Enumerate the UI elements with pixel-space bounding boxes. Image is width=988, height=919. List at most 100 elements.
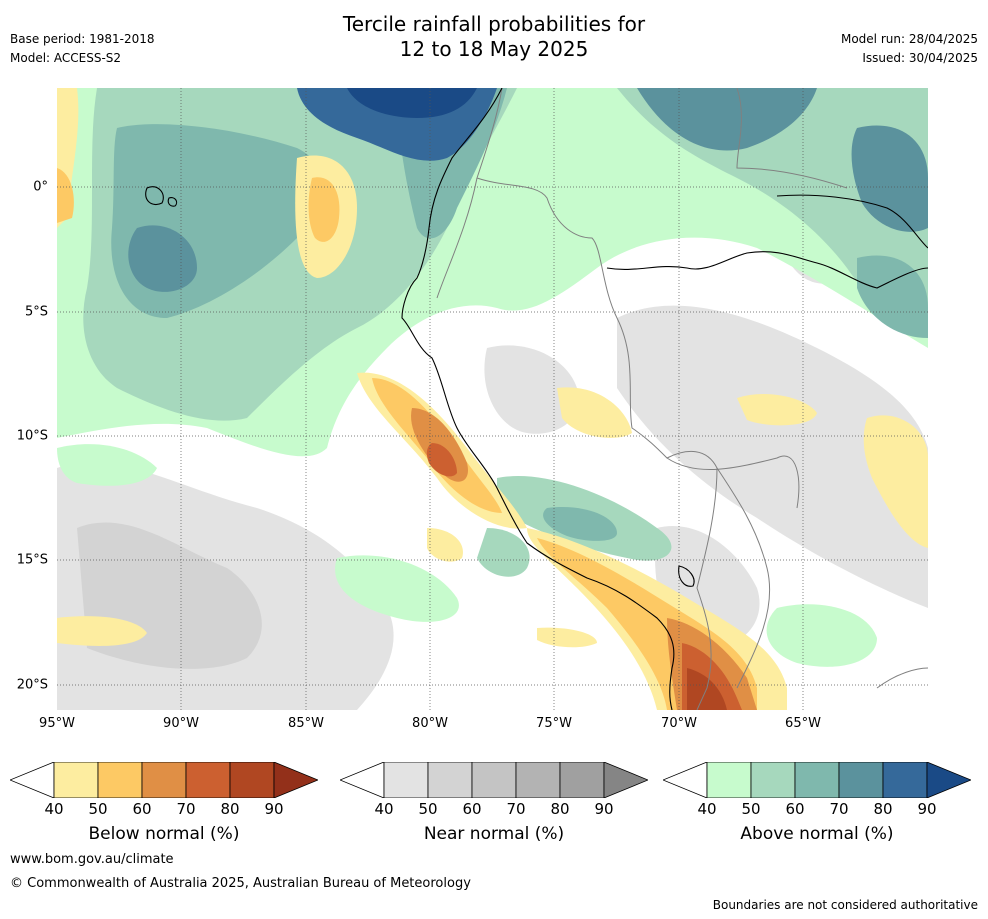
below-normal-region	[308, 177, 340, 242]
colorbar-segment	[559, 762, 605, 798]
colorbar-tick-label: 70	[506, 800, 526, 818]
model-run: Model run: 28/04/2025	[840, 32, 978, 46]
below-normal-region	[863, 415, 928, 548]
title-line-2: 12 to 18 May 2025	[399, 37, 589, 61]
colorbar-segment	[427, 762, 473, 798]
galapagos-island	[167, 197, 178, 207]
map-title: Tercile rainfall probabilities for 12 to…	[0, 12, 988, 62]
colorbar-tick-label: 50	[88, 800, 108, 818]
colorbar-segment	[838, 762, 884, 798]
below-normal-region	[57, 168, 74, 223]
colorbar-tick-label: 80	[550, 800, 570, 818]
colorbar-segment	[97, 762, 143, 798]
colorbar-tick-label: 80	[220, 800, 240, 818]
colorbar-segment	[706, 762, 752, 798]
colorbar-tick-label: 90	[264, 800, 284, 818]
boundary-line	[666, 455, 800, 509]
footer-url: www.bom.gov.au/climate	[10, 852, 174, 867]
boundary-line	[476, 88, 718, 710]
colorbar-tick-label: 90	[917, 800, 937, 818]
above-normal-region	[543, 507, 617, 541]
colorbar-segment	[515, 762, 561, 798]
below-normal-region	[57, 616, 147, 646]
colorbar-segment	[471, 762, 517, 798]
lat-tick-label: 15°S	[16, 552, 48, 568]
title-line-1: Tercile rainfall probabilities for	[342, 12, 646, 36]
lat-tick-label: 5°S	[24, 304, 48, 320]
lon-tick-label: 75°W	[536, 716, 572, 731]
coastline-amazon	[606, 251, 928, 289]
colorbar-tick-label: 50	[741, 800, 761, 818]
colorbar-tick-label: 90	[594, 800, 614, 818]
colorbar-tick-label: 40	[697, 800, 717, 818]
colorbar-segment	[229, 762, 275, 798]
above-normal-region	[128, 225, 197, 292]
colorbar-high-extension	[926, 762, 971, 798]
boundary-line	[436, 177, 478, 299]
above-normal-region	[347, 88, 477, 118]
colorbar-segment	[750, 762, 796, 798]
colorbar-tick-label: 60	[785, 800, 805, 818]
lon-tick-label: 80°W	[412, 716, 448, 731]
colorbar-segment	[53, 762, 99, 798]
above-normal-region	[766, 604, 877, 667]
near-normal-region	[484, 345, 579, 434]
issued-date: Issued: 30/04/2025	[862, 51, 978, 65]
galapagos-island	[145, 186, 164, 206]
below-normal-region	[537, 627, 597, 648]
lake-titicaca	[678, 565, 695, 587]
below-normal-areas	[57, 88, 928, 710]
lon-tick-label: 90°W	[163, 716, 199, 731]
base-period: Base period: 1981-2018	[10, 32, 155, 46]
above-normal-region	[477, 528, 530, 577]
colorbar-high-extension	[603, 762, 648, 798]
colorbar-tick-label: 70	[176, 800, 196, 818]
colorbar-title: Near normal (%)	[423, 824, 565, 844]
footer-disclaimer: Boundaries are not considered authoritat…	[712, 898, 978, 912]
colorbar-tick-label: 70	[829, 800, 849, 818]
colorbar-low-extension	[340, 762, 385, 798]
lon-tick-label: 65°W	[785, 716, 821, 731]
boundary-line	[736, 88, 848, 189]
below-normal-region	[737, 393, 817, 426]
above-normal-region	[617, 88, 928, 328]
country-boundaries	[436, 88, 928, 710]
gridlines	[57, 88, 928, 710]
colorbar	[10, 762, 318, 798]
lat-tick-label: 10°S	[16, 428, 48, 444]
model-name: Model: ACCESS-S2	[10, 51, 122, 65]
boundary-line	[716, 467, 771, 689]
colorbar-low-extension	[10, 762, 55, 798]
lat-tick-label: 0°	[33, 179, 48, 195]
colorbar-tick-label: 80	[873, 800, 893, 818]
colorbar	[663, 762, 971, 798]
above-normal-region	[57, 444, 157, 486]
colorbar-segment	[882, 762, 928, 798]
rainfall-map	[57, 88, 928, 710]
below-normal-region	[557, 387, 632, 438]
colorbar-high-extension	[273, 762, 318, 798]
lon-tick-label: 95°W	[39, 716, 75, 731]
above-normal-region	[857, 255, 928, 338]
lon-tick-label: 85°W	[288, 716, 324, 731]
colorbar-tick-label: 40	[44, 800, 64, 818]
above-normal-region	[637, 88, 817, 151]
colorbar-segment	[141, 762, 187, 798]
colorbar-title: Above normal (%)	[740, 824, 894, 844]
coastlines	[145, 88, 928, 710]
colorbar-segment	[185, 762, 231, 798]
lon-tick-label: 70°W	[661, 716, 697, 731]
colorbar-segment	[383, 762, 429, 798]
meta-left: Base period: 1981-2018 Model: ACCESS-S2	[10, 30, 155, 68]
coastline-north	[776, 194, 928, 249]
below-normal-region	[427, 528, 463, 562]
below-normal-region	[426, 443, 457, 477]
meta-right: Model run: 28/04/2025 Issued: 30/04/2025	[841, 30, 978, 68]
colorbar-tick-label: 60	[132, 800, 152, 818]
colorbar-title: Below normal (%)	[88, 824, 240, 844]
above-normal-region	[335, 555, 459, 622]
colorbar-segment	[794, 762, 840, 798]
near-normal-region	[617, 305, 928, 608]
boundary-line	[876, 667, 928, 689]
above-normal-region	[851, 125, 928, 232]
